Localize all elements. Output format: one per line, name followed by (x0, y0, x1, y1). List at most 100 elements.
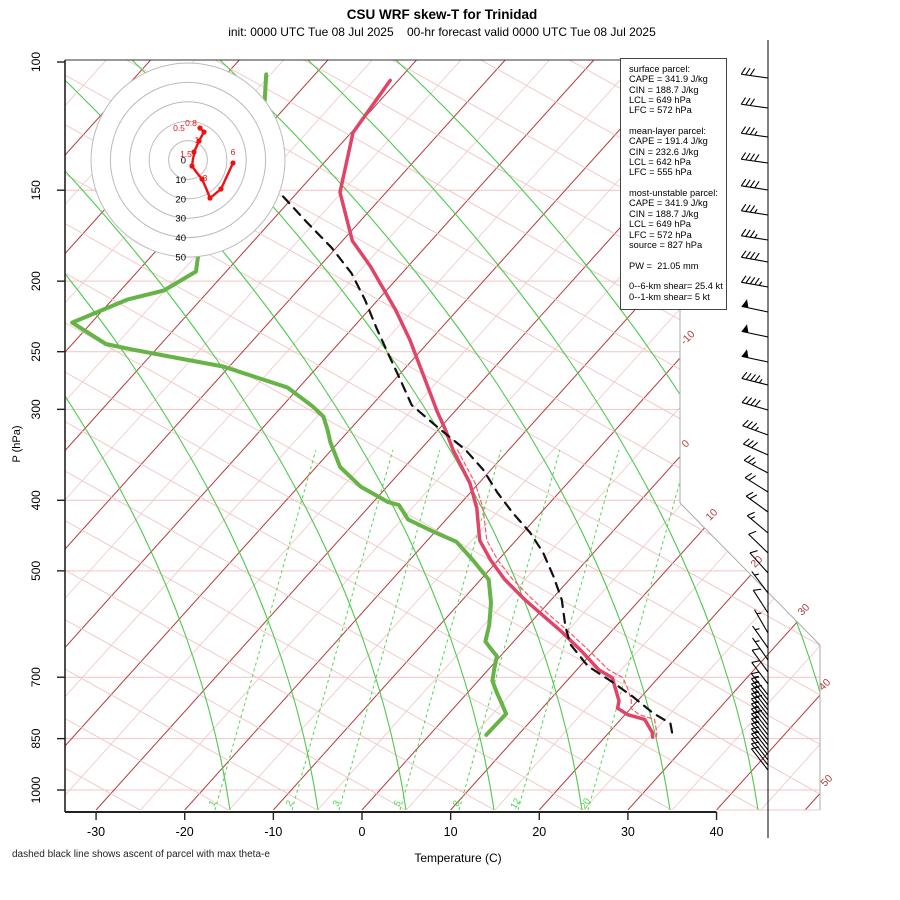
mixing-ratio-label: 5 (392, 799, 404, 809)
wind-barb-tick (745, 229, 751, 237)
mixing-ratio-label: 2 (284, 799, 296, 809)
wind-barb (745, 491, 769, 513)
wind-barb-tick (750, 422, 758, 430)
wind-barb-staff (750, 718, 769, 741)
wind-barb-tick (752, 648, 761, 651)
wind-barb-staff (750, 703, 769, 726)
temperature-tick-label: 20 (532, 825, 546, 839)
isotherm-line (65, 60, 595, 810)
wind-barb (751, 571, 769, 594)
wind-barb-staff (741, 355, 769, 363)
wind-barb-tick (751, 696, 760, 700)
temperature-tick-label: -10 (264, 825, 282, 839)
wind-barb-staff (751, 649, 769, 673)
wind-barb-staff (751, 662, 769, 685)
info-box-line: LFC = 572 hPa (629, 229, 692, 240)
wind-barb-staff (752, 590, 769, 614)
wind-barb-staff (749, 552, 769, 574)
dewpoint-curve (70, 72, 509, 737)
wind-barb-tick (747, 440, 754, 447)
wind-barb-staff (750, 673, 769, 696)
hodograph-trace-dot (196, 138, 202, 144)
moist-adiabat-curve (219, 60, 671, 810)
wind-barb-tick (742, 438, 750, 445)
wind-barb-staff (741, 132, 769, 138)
info-box-line: source = 827 hPa (629, 239, 703, 250)
info-box-line: LFC = 572 hPa (629, 105, 692, 116)
wind-barb-half-tick (758, 378, 763, 384)
wind-barb-half-tick (754, 628, 760, 631)
moist-adiabat-curve (307, 60, 759, 810)
wind-barb (754, 609, 769, 634)
dry-adiabat-line (214, 60, 820, 810)
wind-barb-tick (740, 152, 747, 160)
mixing-ratio-label: 3 (331, 799, 343, 809)
wind-barb-half-tick (754, 715, 759, 718)
wind-barb (743, 455, 769, 474)
hodograph-trace-dot (199, 176, 205, 182)
hodograph-ring-label: 30 (175, 214, 186, 225)
temperature-tick-label: 0 (359, 825, 366, 839)
wind-barb (750, 696, 769, 721)
info-box-line (629, 250, 724, 260)
wind-barb-half-tick (754, 208, 758, 214)
wind-barb-tick (745, 152, 751, 161)
hodograph-ring (90, 62, 286, 258)
hodograph-trace-dot (230, 160, 236, 166)
temperature-curve (338, 78, 655, 739)
wind-barb (746, 511, 769, 534)
isotherm-line (627, 60, 820, 810)
wind-barb-tick (740, 178, 747, 187)
info-box-line: CIN = 188.7 J/kg (629, 208, 699, 219)
dry-adiabat-line (65, 60, 820, 810)
isotherm-line (716, 60, 820, 810)
wind-barb-tick (749, 230, 756, 238)
wind-barb (750, 741, 769, 766)
wind-barb (740, 228, 769, 241)
dry-adiabat-line (65, 60, 584, 810)
hodograph-height-label: 0.8 (185, 118, 197, 128)
wind-barb (750, 716, 769, 741)
isotherm-line (65, 60, 417, 810)
wind-barb (740, 97, 769, 109)
wind-barb-staff (750, 738, 769, 761)
isotherm-minor-line (317, 60, 820, 810)
wind-barb-staff (744, 477, 769, 493)
info-box-line: LCL = 649 hPa (629, 95, 691, 106)
hodograph-ring (129, 101, 247, 219)
wind-barb-tick (754, 684, 763, 688)
wind-barb-tick (745, 97, 751, 106)
pressure-tick-label: 300 (29, 399, 43, 419)
wind-barb-tick (749, 205, 756, 213)
isotherm-edge-label: 50 (819, 772, 836, 789)
hodograph-height-label: 1.5 (180, 149, 192, 159)
wind-barb-staff (750, 733, 769, 756)
wind-barb-tick (754, 694, 763, 698)
wind-barb-staff (750, 708, 769, 731)
wind-barb (742, 438, 769, 456)
isotherm-line (538, 60, 820, 810)
wind-barb-tick (754, 180, 760, 189)
pressure-tick-label: 150 (29, 180, 43, 200)
wind-barb-tick (751, 660, 760, 663)
wind-barb (750, 746, 769, 771)
wind-barb-tick (749, 127, 755, 135)
mixing-ratio-label: 8 (451, 799, 463, 809)
parcel-ascent-curve (282, 195, 674, 736)
info-box-line: CIN = 188.7 J/kg (629, 84, 699, 95)
wind-barb-tick (751, 681, 760, 685)
isotherm-line (0, 60, 62, 810)
wind-barb (740, 178, 769, 191)
wind-barb-tick (746, 421, 753, 428)
info-box-line: PW = 21.05 mm (629, 260, 699, 271)
wind-barb-tick (747, 457, 755, 463)
hodograph-ring (109, 81, 267, 239)
wind-barb (740, 203, 769, 216)
hodograph-ring (168, 140, 208, 180)
wind-barb-tick (751, 686, 760, 690)
hodograph: 0 10 20 30 40 50 0.5 0.8 11.5 3 6 (90, 62, 286, 264)
info-box-line: 0--6-km shear= 25.4 kt (629, 281, 723, 292)
hodograph-trace-dot (191, 149, 197, 155)
dry-adiabat-line (65, 60, 407, 810)
